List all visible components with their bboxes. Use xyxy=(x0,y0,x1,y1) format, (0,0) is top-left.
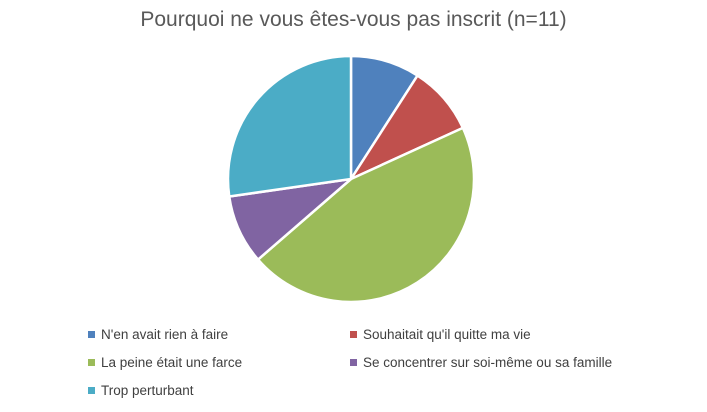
legend-item-1: N'en avait rien à faire xyxy=(88,325,350,343)
legend-item-2: Souhaitait qu'il quitte ma vie xyxy=(350,325,640,343)
pie-slice-5 xyxy=(226,54,353,198)
legend-label: La peine était une farce xyxy=(101,354,243,370)
chart-legend: N'en avait rien à faire Souhaitait qu'il … xyxy=(88,325,648,399)
pie-slice-3 xyxy=(256,126,476,304)
legend-label: Trop perturbant xyxy=(101,382,194,398)
legend-swatch xyxy=(350,330,357,338)
legend-swatch xyxy=(88,358,95,366)
legend-item-3: La peine était une farce xyxy=(88,353,350,371)
legend-swatch xyxy=(88,386,95,394)
legend-label: Se concentrer sur soi-même ou sa famille xyxy=(363,354,613,370)
legend-label: N'en avait rien à faire xyxy=(101,326,229,342)
legend-label: Souhaitait qu'il quitte ma vie xyxy=(363,326,531,342)
legend-item-5: Trop perturbant xyxy=(88,381,350,399)
legend-swatch xyxy=(350,358,357,366)
legend-swatch xyxy=(88,330,95,338)
chart-title: Pourquoi ne vous êtes-vous pas inscrit (… xyxy=(140,8,567,31)
legend-item-4: Se concentrer sur soi-même ou sa famille xyxy=(350,353,640,371)
